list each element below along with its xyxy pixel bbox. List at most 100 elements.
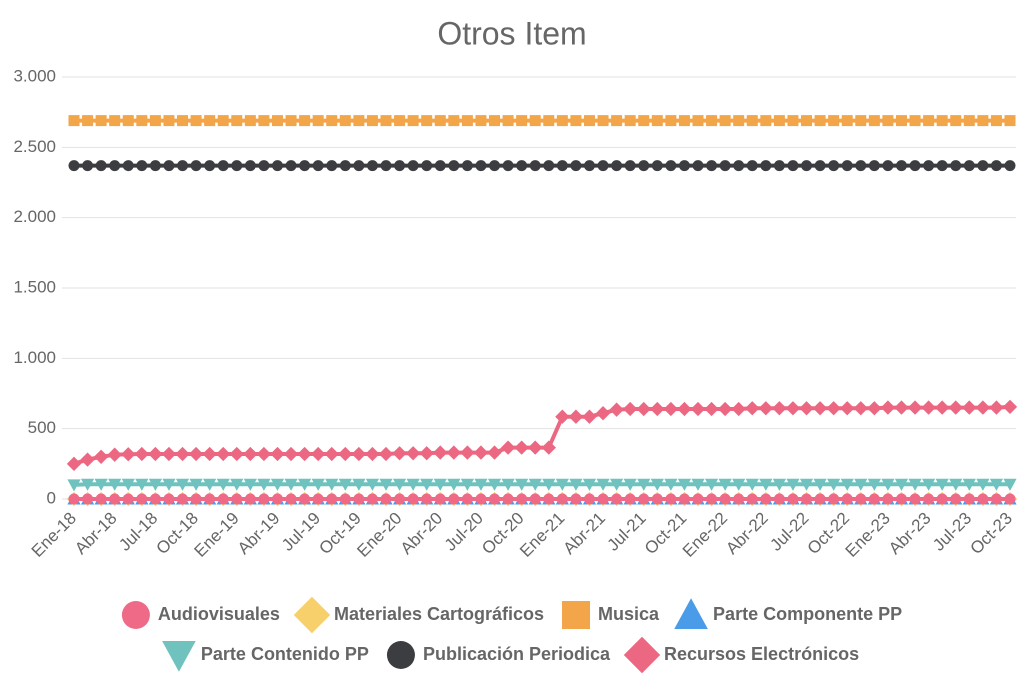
- marker: [543, 115, 555, 127]
- x-tick-label: Oct-23: [966, 509, 1016, 559]
- marker: [663, 401, 679, 417]
- marker: [461, 493, 473, 505]
- x-tick-label: Ene-20: [353, 509, 405, 561]
- marker: [746, 115, 758, 127]
- marker: [921, 400, 936, 415]
- marker: [380, 493, 392, 505]
- marker: [217, 160, 229, 172]
- marker: [190, 160, 202, 172]
- y-tick-label: 3.000: [13, 66, 56, 85]
- marker: [312, 115, 324, 127]
- marker: [177, 115, 189, 127]
- marker: [950, 493, 962, 505]
- marker: [216, 478, 230, 491]
- marker: [949, 478, 963, 491]
- marker: [448, 115, 460, 127]
- marker: [487, 478, 502, 491]
- marker: [136, 115, 148, 127]
- marker: [963, 160, 975, 172]
- marker: [977, 493, 989, 505]
- marker: [434, 493, 446, 505]
- marker: [366, 160, 378, 172]
- marker: [351, 446, 367, 462]
- marker: [637, 478, 651, 491]
- marker: [298, 478, 312, 491]
- marker: [674, 598, 708, 629]
- marker: [217, 115, 229, 127]
- y-tick-label: 1.500: [13, 277, 56, 296]
- marker: [719, 493, 731, 505]
- marker: [623, 401, 638, 417]
- marker: [421, 160, 433, 172]
- marker: [692, 493, 704, 505]
- marker: [665, 160, 677, 172]
- marker: [501, 478, 515, 491]
- marker: [733, 115, 745, 127]
- marker: [704, 401, 719, 417]
- marker: [678, 493, 690, 505]
- marker: [475, 493, 487, 505]
- marker: [365, 478, 380, 491]
- marker: [977, 160, 989, 172]
- marker: [489, 493, 501, 505]
- marker: [989, 400, 1004, 415]
- marker: [962, 400, 977, 415]
- x-tick-label: Abr-21: [560, 509, 610, 559]
- marker: [651, 160, 663, 172]
- marker: [828, 493, 840, 505]
- marker: [68, 493, 80, 505]
- marker: [136, 160, 148, 172]
- marker: [339, 493, 351, 505]
- x-tick-label: Ene-19: [191, 509, 243, 561]
- marker: [326, 115, 338, 127]
- marker: [407, 160, 419, 172]
- marker: [745, 478, 759, 491]
- marker: [882, 160, 894, 172]
- marker: [68, 160, 80, 172]
- marker: [528, 440, 543, 455]
- marker: [285, 115, 297, 127]
- marker: [489, 115, 501, 127]
- marker: [271, 493, 283, 505]
- y-tick-label: 1.000: [13, 348, 56, 367]
- marker: [556, 493, 568, 505]
- marker: [122, 493, 134, 505]
- marker: [109, 115, 121, 127]
- marker: [231, 160, 243, 172]
- marker: [446, 445, 461, 460]
- marker: [923, 160, 935, 172]
- marker: [841, 160, 853, 172]
- marker: [853, 401, 868, 416]
- marker: [867, 478, 881, 491]
- marker: [353, 115, 365, 127]
- marker: [271, 115, 283, 127]
- marker: [326, 160, 338, 172]
- marker: [135, 478, 149, 491]
- marker: [772, 401, 787, 416]
- marker: [231, 115, 243, 127]
- chart-title: Otros Item: [437, 15, 586, 51]
- marker: [502, 493, 514, 505]
- marker: [95, 115, 107, 127]
- marker: [392, 446, 407, 461]
- marker: [746, 160, 758, 172]
- marker: [665, 493, 677, 505]
- marker: [244, 160, 256, 172]
- marker: [149, 493, 161, 505]
- marker: [731, 401, 746, 417]
- marker: [909, 160, 921, 172]
- marker: [204, 115, 216, 127]
- marker: [570, 115, 582, 127]
- marker: [989, 478, 1004, 491]
- marker: [568, 409, 584, 424]
- marker: [121, 478, 135, 491]
- marker: [690, 401, 706, 417]
- marker: [82, 493, 94, 505]
- marker: [1004, 160, 1016, 172]
- marker: [161, 446, 177, 462]
- marker: [758, 401, 773, 416]
- marker: [841, 493, 853, 505]
- marker: [121, 601, 150, 629]
- marker: [867, 401, 882, 416]
- marker: [855, 115, 867, 127]
